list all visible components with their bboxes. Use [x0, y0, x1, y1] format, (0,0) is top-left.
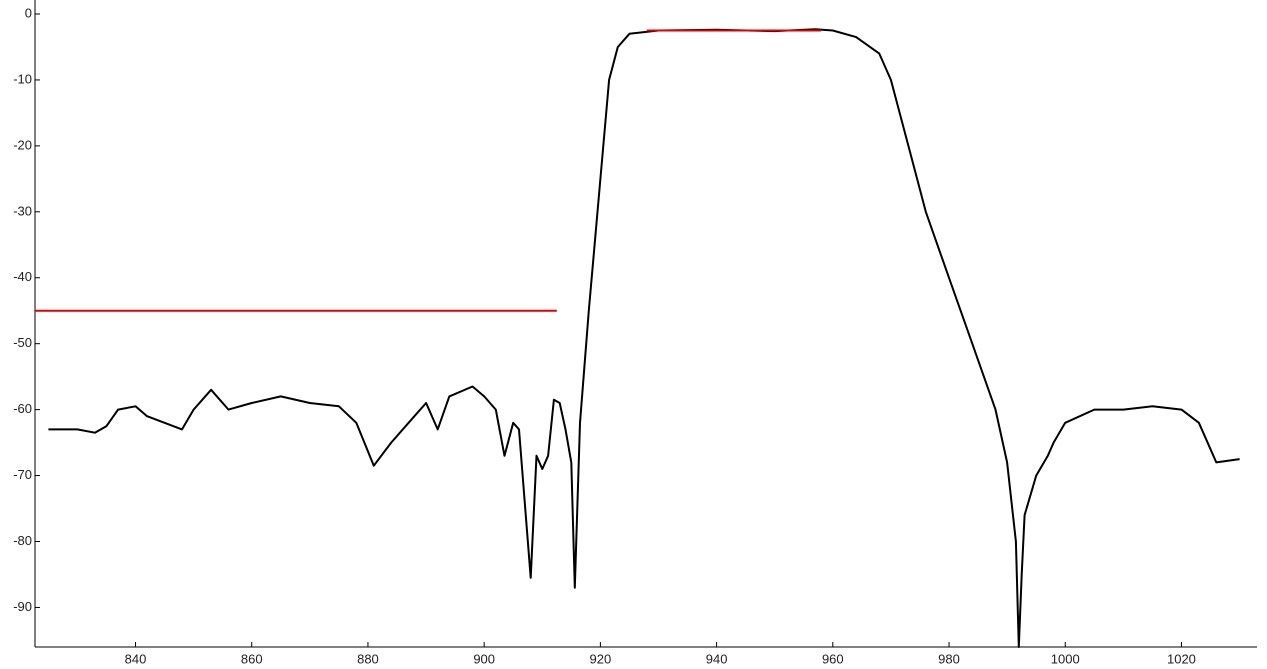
x-tick-label: 980	[938, 651, 960, 666]
response-line	[48, 28, 1240, 648]
y-tick-label: -60	[13, 401, 32, 416]
x-tick-label: 940	[706, 651, 728, 666]
y-tick-label: -40	[13, 269, 32, 284]
y-tick-label: -30	[13, 203, 32, 218]
y-tick-label: 0	[25, 5, 32, 20]
x-tick-label: 920	[590, 651, 612, 666]
y-tick-label: -90	[13, 599, 32, 614]
y-tick-label: -50	[13, 335, 32, 350]
x-tick-label: 880	[357, 651, 379, 666]
x-tick-label: 860	[241, 651, 263, 666]
x-tick-label: 960	[822, 651, 844, 666]
y-tick-label: -20	[13, 137, 32, 152]
x-tick-label: 1020	[1167, 651, 1196, 666]
x-tick-label: 840	[125, 651, 147, 666]
y-tick-label: -70	[13, 467, 32, 482]
x-tick-label: 900	[473, 651, 495, 666]
x-tick-label: 1000	[1051, 651, 1080, 666]
y-tick-label: -80	[13, 533, 32, 548]
y-tick-label: -10	[13, 71, 32, 86]
